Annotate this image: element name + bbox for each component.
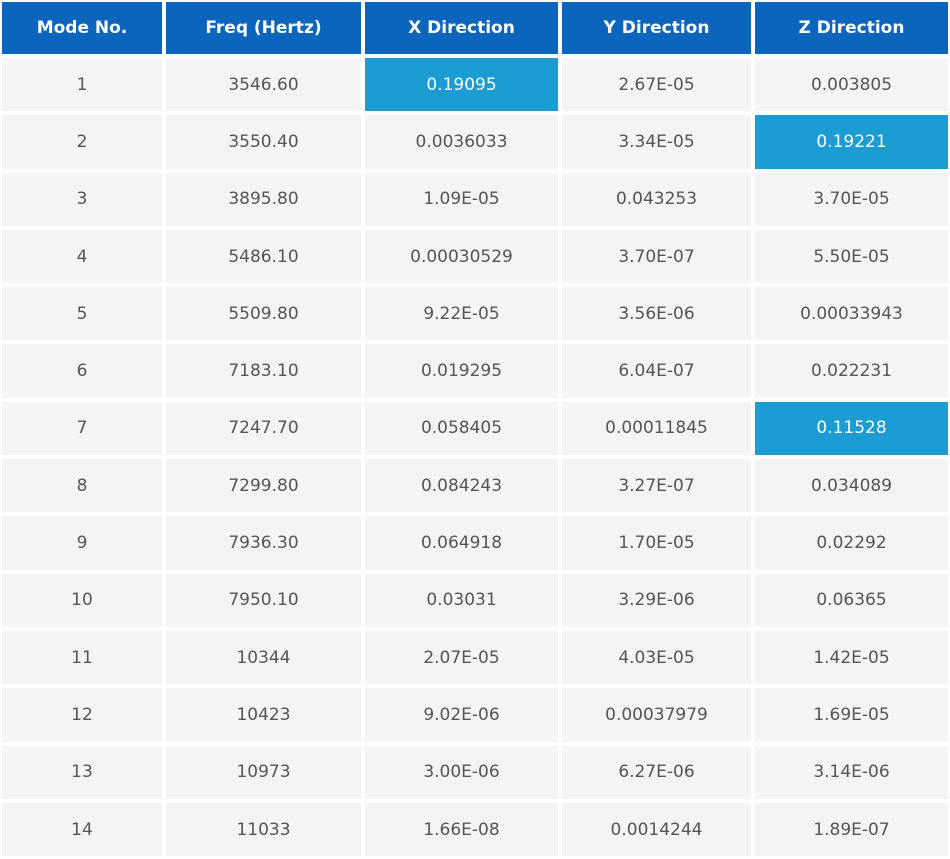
table-cell: 6 [2, 344, 162, 398]
header-cell: Z Direction [755, 2, 948, 54]
table-cell: 3.70E-05 [755, 172, 948, 226]
table-cell: 5486.10 [166, 229, 361, 284]
table-cell: 0.084243 [365, 459, 558, 513]
table-cell: 3 [2, 172, 162, 226]
table-cell: 0.00033943 [755, 287, 948, 341]
table-cell: 0.00011845 [562, 401, 751, 456]
table-cell: 5 [2, 287, 162, 341]
table-cell: 7936.30 [166, 516, 361, 570]
table-cell: 5.50E-05 [755, 229, 948, 284]
table-cell: 0.06365 [755, 573, 948, 627]
table-cell: 10 [2, 573, 162, 627]
table-cell: 7247.70 [166, 401, 361, 456]
highlighted-cell: 0.19221 [755, 115, 948, 169]
table-cell: 0.03031 [365, 573, 558, 627]
table-cell: 3.27E-07 [562, 459, 751, 513]
table-cell: 2.67E-05 [562, 58, 751, 112]
table-cell: 3.00E-06 [365, 745, 558, 799]
table-cell: 4 [2, 229, 162, 284]
table-cell: 10344 [166, 630, 361, 685]
table-cell: 0.019295 [365, 344, 558, 398]
table-cell: 3.34E-05 [562, 115, 751, 169]
table-cell: 10423 [166, 688, 361, 742]
table-cell: 6.04E-07 [562, 344, 751, 398]
table-cell: 3.56E-06 [562, 287, 751, 341]
table-cell: 14 [2, 802, 162, 857]
table-cell: 0.0014244 [562, 802, 751, 857]
table-cell: 3.29E-06 [562, 573, 751, 627]
table-cell: 0.003805 [755, 58, 948, 112]
table-cell: 0.058405 [365, 401, 558, 456]
header-cell: Mode No. [2, 2, 162, 54]
table-cell: 1.66E-08 [365, 802, 558, 857]
table-cell: 7183.10 [166, 344, 361, 398]
table-cell: 0.00030529 [365, 229, 558, 284]
header-cell: Freq (Hertz) [166, 2, 361, 54]
table-cell: 0.064918 [365, 516, 558, 570]
header-cell: X Direction [365, 2, 558, 54]
table-cell: 1.69E-05 [755, 688, 948, 742]
table-cell: 1.70E-05 [562, 516, 751, 570]
table-cell: 7 [2, 401, 162, 456]
table-cell: 13 [2, 745, 162, 799]
table-cell: 9.02E-06 [365, 688, 558, 742]
table-cell: 6.27E-06 [562, 745, 751, 799]
highlighted-cell: 0.11528 [755, 401, 948, 456]
table-cell: 1.89E-07 [755, 802, 948, 857]
table-cell: 3.70E-07 [562, 229, 751, 284]
table-cell: 12 [2, 688, 162, 742]
table-cell: 11 [2, 630, 162, 685]
table-cell: 8 [2, 459, 162, 513]
table-cell: 3895.80 [166, 172, 361, 226]
header-cell: Y Direction [562, 2, 751, 54]
table-cell: 2.07E-05 [365, 630, 558, 685]
table-cell: 3546.60 [166, 58, 361, 112]
table-cell: 1.42E-05 [755, 630, 948, 685]
table-cell: 9.22E-05 [365, 287, 558, 341]
table-cell: 0.00037979 [562, 688, 751, 742]
table-cell: 0.02292 [755, 516, 948, 570]
table-cell: 0.043253 [562, 172, 751, 226]
table-cell: 2 [2, 115, 162, 169]
table-cell: 1 [2, 58, 162, 112]
table-cell: 0.0036033 [365, 115, 558, 169]
table-cell: 3.14E-06 [755, 745, 948, 799]
table-cell: 4.03E-05 [562, 630, 751, 685]
table-cell: 11033 [166, 802, 361, 857]
highlighted-cell: 0.19095 [365, 58, 558, 112]
table-cell: 0.022231 [755, 344, 948, 398]
table-cell: 7950.10 [166, 573, 361, 627]
table-cell: 0.034089 [755, 459, 948, 513]
table-cell: 5509.80 [166, 287, 361, 341]
table-cell: 10973 [166, 745, 361, 799]
table-cell: 7299.80 [166, 459, 361, 513]
table-cell: 3550.40 [166, 115, 361, 169]
table-cell: 1.09E-05 [365, 172, 558, 226]
table-cell: 9 [2, 516, 162, 570]
